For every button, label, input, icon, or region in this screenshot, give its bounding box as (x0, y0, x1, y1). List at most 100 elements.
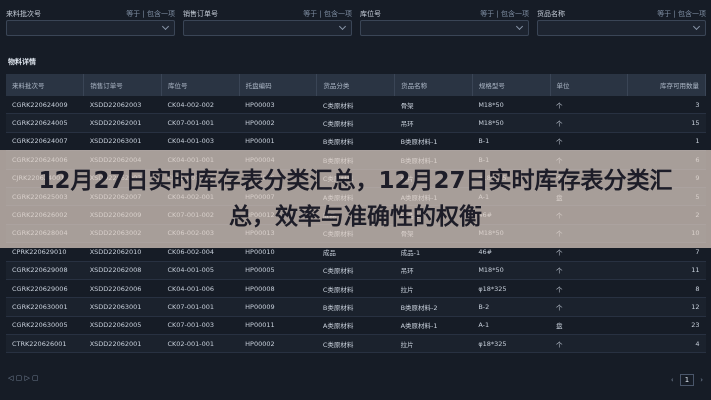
filter: 来料批次号 等于 | 包含一项 (6, 8, 175, 36)
table-cell: C类原材料 (316, 113, 395, 133)
filter-header: 库位号 等于 | 包含一项 (360, 8, 529, 20)
table-cell: XSDD22062006 (83, 279, 162, 299)
table-cell: 骨架 (394, 96, 473, 115)
filter-bar: 来料批次号 等于 | 包含一项 销售订单号 等于 | 包含一项 库位号 等于 | 包含一项… (6, 8, 706, 36)
filter-header: 货品名称 等于 | 包含一项 (537, 8, 706, 20)
table-cell: HP00005 (239, 261, 317, 280)
prev-page[interactable]: ‹ (670, 376, 674, 384)
filter-input[interactable] (360, 20, 529, 36)
filter-mode[interactable]: 等于 | 包含一项 (303, 10, 352, 18)
section-title: 物料详情 (8, 58, 36, 66)
table-cell: CK04-001-003 (161, 132, 240, 152)
filter-header: 来料批次号 等于 | 包含一项 (6, 8, 175, 20)
table-cell: 23 (627, 316, 706, 336)
table-cell: 1 (627, 132, 706, 152)
table-cell: CK04-001-006 (161, 279, 240, 299)
table-cell: XSDD22062008 (83, 261, 162, 280)
table-row: CGRK220624005 XSDD22062001 CK07-001-001 HP0… (6, 113, 706, 133)
table-cell: 吊环 (394, 113, 473, 133)
table-cell: XSDD22062001 (83, 113, 162, 133)
table-cell: 个 (550, 113, 628, 133)
banner-title: 12月27日实时库存表分类汇总，12月27日实时库存表分类汇总，效率与准确性的权… (38, 168, 673, 230)
pagination: ◁ ▢ ▷ ▢ ‹ 1 › (8, 374, 703, 386)
filter-mode[interactable]: 等于 | 包含一项 (657, 10, 706, 18)
table-row: CGRK220630005 XSDD22062005 CK07-001-003 HP0… (6, 316, 706, 336)
table-cell: XSDD22062001 (83, 334, 162, 354)
column-header: 销售订单号 (83, 74, 162, 96)
table-cell: B类原材料-2 (394, 297, 473, 317)
table-cell: C类原材料 (316, 261, 395, 280)
table-cell: 拉片 (394, 279, 473, 299)
filter-mode[interactable]: 等于 | 包含一项 (126, 10, 175, 18)
filter: 销售订单号 等于 | 包含一项 (183, 8, 352, 36)
page-nav: ‹ 1 › (671, 374, 703, 386)
table-cell: XSDD22063001 (83, 132, 162, 152)
table-cell: 4 (627, 334, 706, 354)
header-row: 来料批次号 销售订单号 库位号 托盘编码 货品分类 货品名称 规格型号 单位 库存可用数量 (6, 74, 706, 96)
filter-label: 来料批次号 (6, 10, 41, 18)
table-cell: 个 (550, 279, 628, 299)
table-cell: B-1 (472, 132, 551, 152)
table-cell: 盘 (550, 316, 628, 336)
table-cell: CGRK220629006 (6, 279, 84, 299)
table-cell: CK04-002-002 (161, 96, 240, 115)
table-row: CGRK220624007 XSDD22063001 CK04-001-003 HP0… (6, 132, 706, 152)
filter-label: 销售订单号 (183, 10, 218, 18)
table-cell: 拉片 (394, 334, 473, 354)
page-tools: ◁ ▢ ▷ ▢ (8, 374, 39, 382)
table-cell: M18*50 (472, 261, 551, 280)
table-cell: XSDD22063001 (83, 297, 162, 317)
table-cell: M18*50 (472, 113, 551, 133)
table-cell: 3 (627, 96, 706, 115)
table-cell: CK02-001-001 (161, 334, 240, 354)
table-cell: A类原材料 (316, 316, 395, 336)
table-cell: 个 (550, 334, 628, 354)
table-cell: CGRK220624005 (6, 113, 84, 133)
filter-mode[interactable]: 等于 | 包含一项 (480, 10, 529, 18)
table-cell: B类原材料-1 (394, 132, 473, 152)
table-cell: CK04-001-005 (161, 261, 240, 280)
table-cell: HP00001 (239, 132, 317, 152)
table-cell: HP00003 (239, 96, 317, 115)
table-row: CGRK220624009 XSDD22062003 CK04-002-002 HP0… (6, 96, 706, 115)
table-cell: φ18*325 (472, 334, 551, 354)
table-cell: 个 (550, 132, 628, 152)
table-cell: 12 (627, 297, 706, 317)
table-row: CGRK220630001 XSDD22063001 CK07-001-001 HP0… (6, 297, 706, 317)
filter-input[interactable] (183, 20, 352, 36)
banner: 12月27日实时库存表分类汇总，12月27日实时库存表分类汇总，效率与准确性的权… (0, 150, 711, 248)
table-cell: CGRK220630001 (6, 297, 84, 317)
table-cell: C类原材料 (316, 96, 395, 115)
table-cell: CGRK220624007 (6, 132, 84, 152)
table-cell: A-1 (472, 316, 551, 336)
filter-input[interactable] (6, 20, 175, 36)
column-header: 托盘编码 (239, 74, 318, 96)
table-cell: HP00009 (239, 297, 317, 317)
table-cell: HP00011 (239, 316, 317, 336)
filter-header: 销售订单号 等于 | 包含一项 (183, 8, 352, 20)
next-page[interactable]: › (700, 376, 703, 384)
table-cell: B类原材料 (316, 132, 395, 152)
table-cell: CTRK220626001 (6, 334, 84, 354)
table-cell: 11 (627, 261, 706, 280)
table-cell: 个 (550, 297, 628, 317)
column-header: 货品分类 (316, 74, 396, 96)
filter-input[interactable] (537, 20, 706, 36)
table-row: CGRK220629008 XSDD22062008 CK04-001-005 HP0… (6, 261, 706, 280)
column-header: 规格型号 (472, 74, 551, 96)
filter: 货品名称 等于 | 包含一项 (537, 8, 706, 36)
table-cell: C类原材料 (316, 334, 395, 354)
table-cell: 吊环 (394, 261, 473, 280)
table-cell: B-2 (472, 297, 551, 317)
table-cell: 个 (550, 96, 628, 115)
filter: 库位号 等于 | 包含一项 (360, 8, 529, 36)
current-page[interactable]: 1 (679, 374, 695, 386)
table-cell: CK07-001-003 (161, 316, 240, 336)
table-cell: CK07-001-001 (161, 113, 240, 133)
table-cell: 15 (627, 113, 706, 133)
table-cell: CGRK220630005 (6, 316, 84, 336)
table-row: CGRK220629006 XSDD22062006 CK04-001-006 HP0… (6, 279, 706, 299)
column-header: 库位号 (161, 74, 240, 96)
table-cell: 8 (627, 279, 706, 299)
